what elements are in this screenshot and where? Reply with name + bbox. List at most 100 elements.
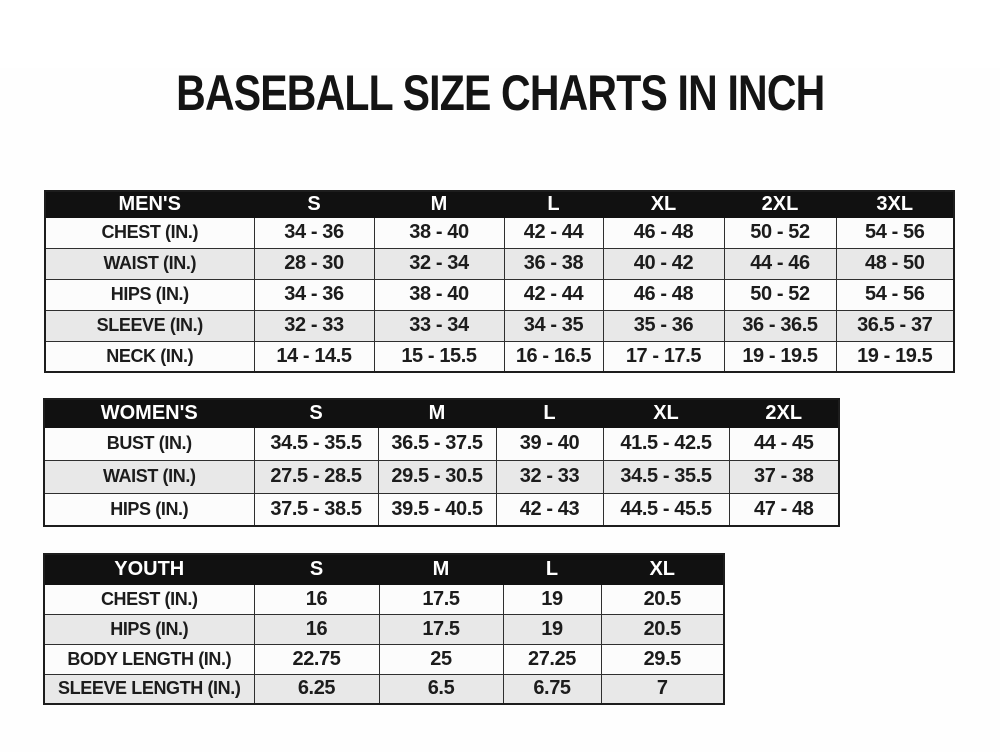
- measurement-value-cell: 19: [502, 583, 602, 615]
- size-chart-page: BASEBALL SIZE CHARTS IN INCH MEN'S S M L XL 2…: [0, 68, 1000, 752]
- measurement-label-cell: SLEEVE LENGTH (IN.): [43, 673, 255, 705]
- measurement-value-cell: 14 - 14.5: [253, 340, 375, 373]
- measurement-value-cell: 39.5 - 40.5: [377, 492, 497, 527]
- measurement-row: BODY LENGTH (IN.) 22.75 25 27.25 29.5: [43, 643, 725, 675]
- size-header-cell: S: [253, 398, 379, 428]
- size-header-cell: XL: [600, 553, 725, 585]
- measurement-value-cell: 46 - 48: [602, 216, 725, 249]
- measurement-value-cell: 37 - 38: [728, 459, 840, 494]
- mens-size-table: MEN'S S M L XL 2XL 3XL CHEST (IN.) 34 - 36 38 - 4…: [44, 190, 955, 373]
- measurement-value-cell: 16 - 16.5: [503, 340, 604, 373]
- size-header-cell: M: [378, 553, 504, 585]
- size-header-row: MEN'S S M L XL 2XL 3XL: [44, 190, 955, 218]
- measurement-value-cell: 42 - 44: [503, 278, 604, 311]
- measurement-value-cell: 36 - 38: [503, 247, 604, 280]
- size-header-cell: S: [253, 190, 375, 218]
- measurement-value-cell: 16: [253, 583, 380, 615]
- page-title: BASEBALL SIZE CHARTS IN INCH: [0, 68, 1000, 118]
- table-group-title-cell: MEN'S: [44, 190, 255, 218]
- measurement-value-cell: 35 - 36: [602, 309, 725, 342]
- measurement-value-cell: 54 - 56: [835, 216, 955, 249]
- measurement-value-cell: 19: [502, 613, 602, 645]
- measurement-value-cell: 44.5 - 45.5: [602, 492, 730, 527]
- measurement-value-cell: 37.5 - 38.5: [253, 492, 379, 527]
- measurement-value-cell: 47 - 48: [728, 492, 840, 527]
- measurement-value-cell: 19 - 19.5: [835, 340, 955, 373]
- measurement-row: BUST (IN.) 34.5 - 35.5 36.5 - 37.5 39 - 40 4…: [43, 426, 840, 461]
- measurement-value-cell: 42 - 43: [495, 492, 604, 527]
- measurement-value-cell: 48 - 50: [835, 247, 955, 280]
- measurement-value-cell: 7: [600, 673, 725, 705]
- measurement-value-cell: 22.75: [253, 643, 380, 675]
- measurement-label-cell: HIPS (IN.): [44, 278, 255, 311]
- measurement-value-cell: 46 - 48: [602, 278, 725, 311]
- measurement-row: HIPS (IN.) 34 - 36 38 - 40 42 - 44 46 - 48 50…: [44, 278, 955, 311]
- measurement-label-cell: HIPS (IN.): [43, 613, 255, 645]
- measurement-value-cell: 50 - 52: [723, 278, 837, 311]
- measurement-label-cell: NECK (IN.): [44, 340, 255, 373]
- measurement-label-cell: WAIST (IN.): [44, 247, 255, 280]
- measurement-value-cell: 20.5: [600, 583, 725, 615]
- measurement-value-cell: 17.5: [378, 613, 504, 645]
- womens-size-table: WOMEN'S S M L XL 2XL BUST (IN.) 34.5 - 35.5 36.5…: [43, 398, 840, 527]
- measurement-value-cell: 16: [253, 613, 380, 645]
- measurement-value-cell: 41.5 - 42.5: [602, 426, 730, 461]
- measurement-label-cell: BODY LENGTH (IN.): [43, 643, 255, 675]
- measurement-row: CHEST (IN.) 34 - 36 38 - 40 42 - 44 46 - 48 5…: [44, 216, 955, 249]
- measurement-value-cell: 6.75: [502, 673, 602, 705]
- measurement-value-cell: 6.5: [378, 673, 504, 705]
- size-header-cell: L: [495, 398, 604, 428]
- measurement-value-cell: 44 - 45: [728, 426, 840, 461]
- measurement-value-cell: 27.25: [502, 643, 602, 675]
- measurement-value-cell: 32 - 33: [495, 459, 604, 494]
- size-header-cell: 3XL: [835, 190, 955, 218]
- measurement-value-cell: 27.5 - 28.5: [253, 459, 379, 494]
- measurement-row: WAIST (IN.) 27.5 - 28.5 29.5 - 30.5 32 - 33…: [43, 459, 840, 494]
- size-header-cell: XL: [602, 190, 725, 218]
- size-header-cell: M: [373, 190, 505, 218]
- measurement-value-cell: 33 - 34: [373, 309, 505, 342]
- measurement-value-cell: 17.5: [378, 583, 504, 615]
- measurement-value-cell: 17 - 17.5: [602, 340, 725, 373]
- measurement-value-cell: 29.5: [600, 643, 725, 675]
- measurement-value-cell: 36 - 36.5: [723, 309, 837, 342]
- measurement-label-cell: HIPS (IN.): [43, 492, 255, 527]
- measurement-value-cell: 38 - 40: [373, 216, 505, 249]
- measurement-value-cell: 42 - 44: [503, 216, 604, 249]
- measurement-value-cell: 44 - 46: [723, 247, 837, 280]
- measurement-value-cell: 38 - 40: [373, 278, 505, 311]
- table-group-title-cell: YOUTH: [43, 553, 255, 585]
- measurement-row: CHEST (IN.) 16 17.5 19 20.5: [43, 583, 725, 615]
- measurement-value-cell: 15 - 15.5: [373, 340, 505, 373]
- measurement-label-cell: CHEST (IN.): [43, 583, 255, 615]
- size-header-cell: 2XL: [723, 190, 837, 218]
- measurement-value-cell: 34.5 - 35.5: [602, 459, 730, 494]
- size-header-cell: L: [502, 553, 602, 585]
- measurement-value-cell: 40 - 42: [602, 247, 725, 280]
- size-header-row: YOUTH S M L XL: [43, 553, 725, 585]
- size-header-cell: S: [253, 553, 380, 585]
- measurement-label-cell: CHEST (IN.): [44, 216, 255, 249]
- measurement-value-cell: 34.5 - 35.5: [253, 426, 379, 461]
- measurement-value-cell: 39 - 40: [495, 426, 604, 461]
- measurement-value-cell: 54 - 56: [835, 278, 955, 311]
- measurement-label-cell: SLEEVE (IN.): [44, 309, 255, 342]
- size-header-cell: M: [377, 398, 497, 428]
- youth-size-table: YOUTH S M L XL CHEST (IN.) 16 17.5 19 20.5 HIPS (I…: [43, 553, 725, 705]
- measurement-row: SLEEVE LENGTH (IN.) 6.25 6.5 6.75 7: [43, 673, 725, 705]
- measurement-value-cell: 32 - 34: [373, 247, 505, 280]
- measurement-label-cell: BUST (IN.): [43, 426, 255, 461]
- page-title-text: BASEBALL SIZE CHARTS IN INCH: [175, 65, 825, 121]
- size-header-cell: 2XL: [728, 398, 840, 428]
- measurement-value-cell: 34 - 36: [253, 278, 375, 311]
- measurement-value-cell: 32 - 33: [253, 309, 375, 342]
- measurement-row: HIPS (IN.) 37.5 - 38.5 39.5 - 40.5 42 - 43 4…: [43, 492, 840, 527]
- measurement-row: WAIST (IN.) 28 - 30 32 - 34 36 - 38 40 - 42 4…: [44, 247, 955, 280]
- measurement-value-cell: 29.5 - 30.5: [377, 459, 497, 494]
- measurement-value-cell: 50 - 52: [723, 216, 837, 249]
- measurement-value-cell: 34 - 36: [253, 216, 375, 249]
- measurement-value-cell: 28 - 30: [253, 247, 375, 280]
- measurement-value-cell: 20.5: [600, 613, 725, 645]
- measurement-value-cell: 36.5 - 37: [835, 309, 955, 342]
- size-header-cell: L: [503, 190, 604, 218]
